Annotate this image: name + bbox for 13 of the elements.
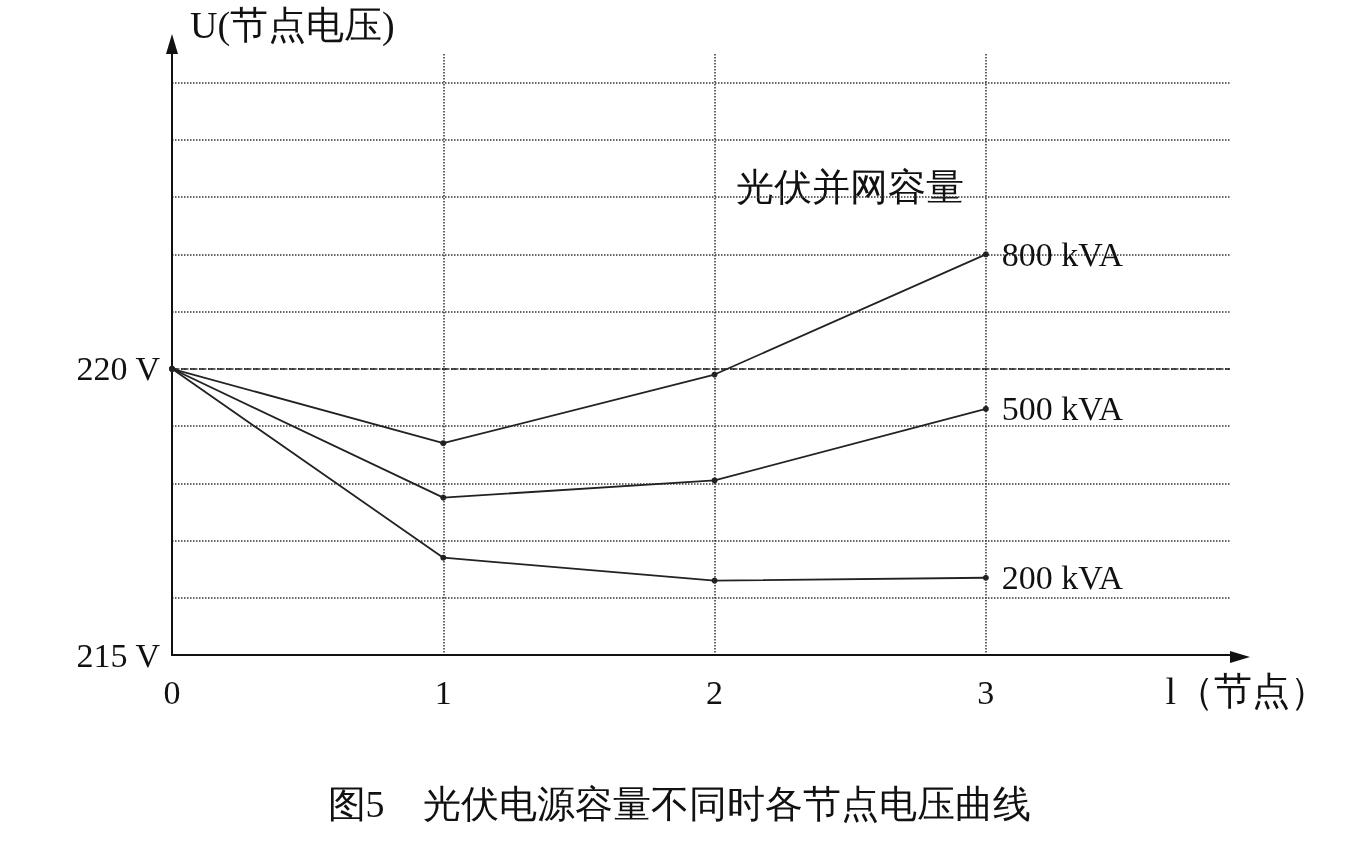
legend-title: 光伏并网容量 <box>736 166 964 208</box>
series-label: 800 kVA <box>1001 235 1124 273</box>
x-tick-label: 1 <box>434 673 452 711</box>
series-label: 200 kVA <box>1001 559 1124 597</box>
y-tick-label: 215 V <box>76 636 161 674</box>
x-tick-label: 3 <box>977 673 995 711</box>
series-label: 500 kVA <box>1001 390 1124 428</box>
y-tick-label: 220 V <box>76 350 161 388</box>
x-tick-label: 2 <box>706 673 724 711</box>
x-tick-label: 0 <box>163 673 181 711</box>
x-axis-title: l（节点） <box>1165 670 1328 712</box>
y-axis-title: U(节点电压) <box>190 4 395 47</box>
text: 图5 光伏电源容量不同时各节点电压曲线 <box>327 783 1031 825</box>
